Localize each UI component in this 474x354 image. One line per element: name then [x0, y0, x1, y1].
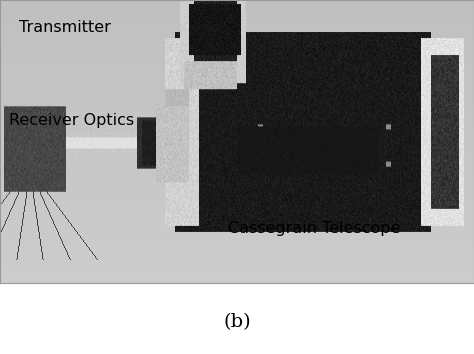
- Text: Transmitter: Transmitter: [19, 20, 111, 35]
- Text: Receiver Optics: Receiver Optics: [9, 113, 135, 128]
- Text: (b): (b): [223, 313, 251, 331]
- Text: Cassegrain Telescope: Cassegrain Telescope: [228, 221, 400, 236]
